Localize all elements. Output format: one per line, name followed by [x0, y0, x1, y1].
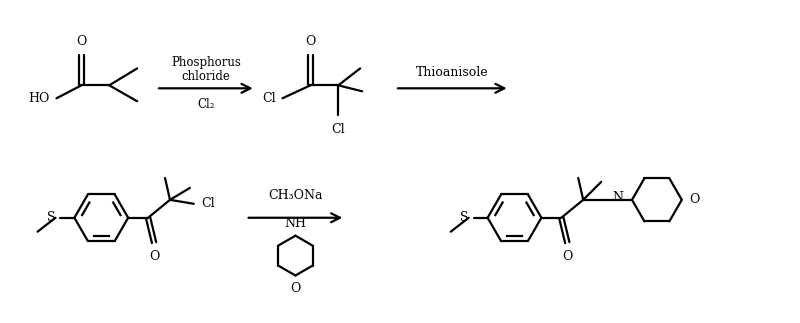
Text: HO: HO	[28, 92, 50, 105]
Text: O: O	[149, 250, 159, 263]
Text: O: O	[689, 193, 699, 206]
Text: S: S	[47, 211, 55, 224]
Text: Phosphorus: Phosphorus	[171, 56, 241, 69]
Text: N: N	[612, 191, 623, 204]
Text: Cl₂: Cl₂	[197, 98, 214, 111]
Text: O: O	[290, 283, 301, 296]
Text: Cl: Cl	[262, 92, 275, 105]
Text: NH: NH	[285, 217, 306, 230]
Text: Cl: Cl	[201, 197, 214, 210]
Text: O: O	[76, 36, 86, 48]
Text: S: S	[460, 211, 469, 224]
Text: Cl: Cl	[331, 123, 345, 136]
Text: Thioanisole: Thioanisole	[415, 66, 488, 79]
Text: O: O	[562, 250, 573, 263]
Text: O: O	[305, 36, 315, 48]
Text: chloride: chloride	[182, 70, 230, 83]
Text: CH₃ONa: CH₃ONa	[268, 189, 322, 202]
